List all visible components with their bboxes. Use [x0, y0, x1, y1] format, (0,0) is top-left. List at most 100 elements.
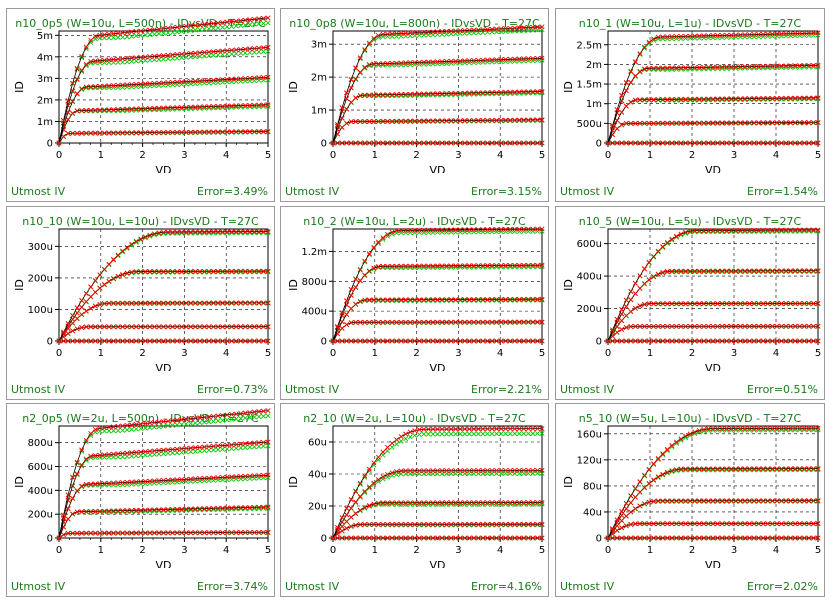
simulated-point — [380, 235, 386, 241]
simulated-point — [810, 140, 816, 146]
simulated-point — [407, 500, 413, 506]
simulated-point — [678, 301, 684, 307]
simulated-point — [434, 59, 441, 65]
simulated-point — [74, 509, 80, 515]
simulated-series — [605, 268, 821, 344]
simulated-point — [806, 300, 812, 306]
simulated-point — [142, 130, 148, 136]
simulated-point — [646, 140, 652, 146]
simulated-point — [728, 120, 734, 126]
measured-point — [664, 448, 670, 454]
simulated-point — [471, 227, 477, 233]
simulated-point — [403, 30, 409, 36]
measured-point — [233, 51, 239, 57]
simulated-point — [530, 319, 536, 325]
simulated-point — [79, 338, 85, 344]
measured-point — [462, 431, 468, 437]
measured-point — [669, 97, 675, 103]
simulated-point — [434, 535, 441, 541]
simulated-point — [475, 296, 481, 303]
simulated-point — [521, 500, 527, 506]
simulated-point — [484, 140, 490, 146]
measured-point — [265, 443, 271, 449]
simulated-point — [183, 476, 189, 482]
simulated-point — [448, 297, 454, 303]
simulated-point — [375, 32, 381, 38]
simulated-point — [416, 227, 422, 233]
simulated-point — [92, 107, 98, 113]
simulated-point — [792, 63, 798, 69]
simulated-point — [530, 140, 536, 146]
simulated-point — [412, 59, 418, 66]
simulated-point — [614, 329, 620, 335]
simulated-point — [344, 311, 350, 317]
simulated-point — [503, 140, 509, 146]
simulated-point — [539, 226, 545, 232]
measured-point — [471, 297, 477, 303]
simulated-point — [484, 26, 490, 32]
simulated-point — [407, 468, 413, 474]
measured-point — [521, 58, 527, 64]
simulated-point — [765, 227, 771, 233]
simulated-point — [124, 479, 130, 485]
simulated-point — [705, 338, 711, 344]
measured-point — [206, 447, 212, 453]
simulated-point — [210, 20, 216, 26]
simulated-point — [357, 140, 363, 146]
simulated-point — [774, 268, 780, 274]
simulated-point — [371, 521, 377, 527]
measured-point — [512, 228, 518, 235]
simulated-point — [692, 521, 698, 527]
measured-point — [233, 23, 239, 29]
simulated-point — [192, 300, 198, 306]
simulated-point — [498, 57, 504, 63]
simulated-point — [503, 521, 509, 527]
simulated-point — [747, 521, 753, 527]
simulated-point — [238, 300, 244, 306]
simulated-point — [412, 521, 418, 527]
measured-point — [183, 269, 189, 275]
y-axis-label: ID — [562, 279, 575, 291]
simulated-point — [111, 256, 117, 262]
simulated-point — [115, 252, 121, 258]
simulated-point — [165, 300, 171, 306]
simulated-point — [353, 338, 359, 344]
x-tick-label: 3 — [731, 545, 737, 556]
simulated-point — [815, 466, 821, 472]
simulated-point — [742, 96, 748, 102]
simulated-point — [503, 26, 509, 32]
simulated-point — [330, 535, 336, 541]
measured-point — [265, 269, 271, 275]
simulated-point — [774, 521, 780, 527]
y-axis-label: ID — [287, 476, 300, 488]
simulated-point — [170, 300, 176, 306]
simulated-point — [371, 118, 377, 124]
simulated-point — [106, 130, 112, 136]
simulated-point — [170, 446, 176, 453]
simulated-point — [120, 106, 126, 112]
simulated-point — [251, 324, 257, 330]
simulated-point — [614, 517, 620, 523]
simulated-point — [719, 426, 725, 432]
measured-point — [407, 298, 413, 304]
measured-point — [83, 457, 89, 463]
simulated-point — [475, 426, 481, 432]
measured-point — [229, 446, 235, 452]
simulated-point — [792, 521, 798, 527]
simulated-point — [534, 500, 540, 506]
simulated-point — [407, 535, 413, 541]
simulated-point — [174, 129, 180, 135]
simulated-point — [539, 262, 545, 268]
measured-point — [210, 447, 216, 453]
simulated-point — [380, 521, 386, 527]
simulated-point — [215, 475, 221, 481]
simulated-point — [448, 90, 454, 96]
simulated-point — [480, 263, 486, 269]
simulated-point — [792, 425, 798, 431]
simulated-point — [484, 338, 490, 344]
simulated-point — [769, 300, 775, 306]
measured-point — [503, 431, 509, 437]
measured-point — [371, 93, 377, 99]
simulated-point — [201, 78, 207, 84]
simulated-point — [453, 426, 459, 432]
